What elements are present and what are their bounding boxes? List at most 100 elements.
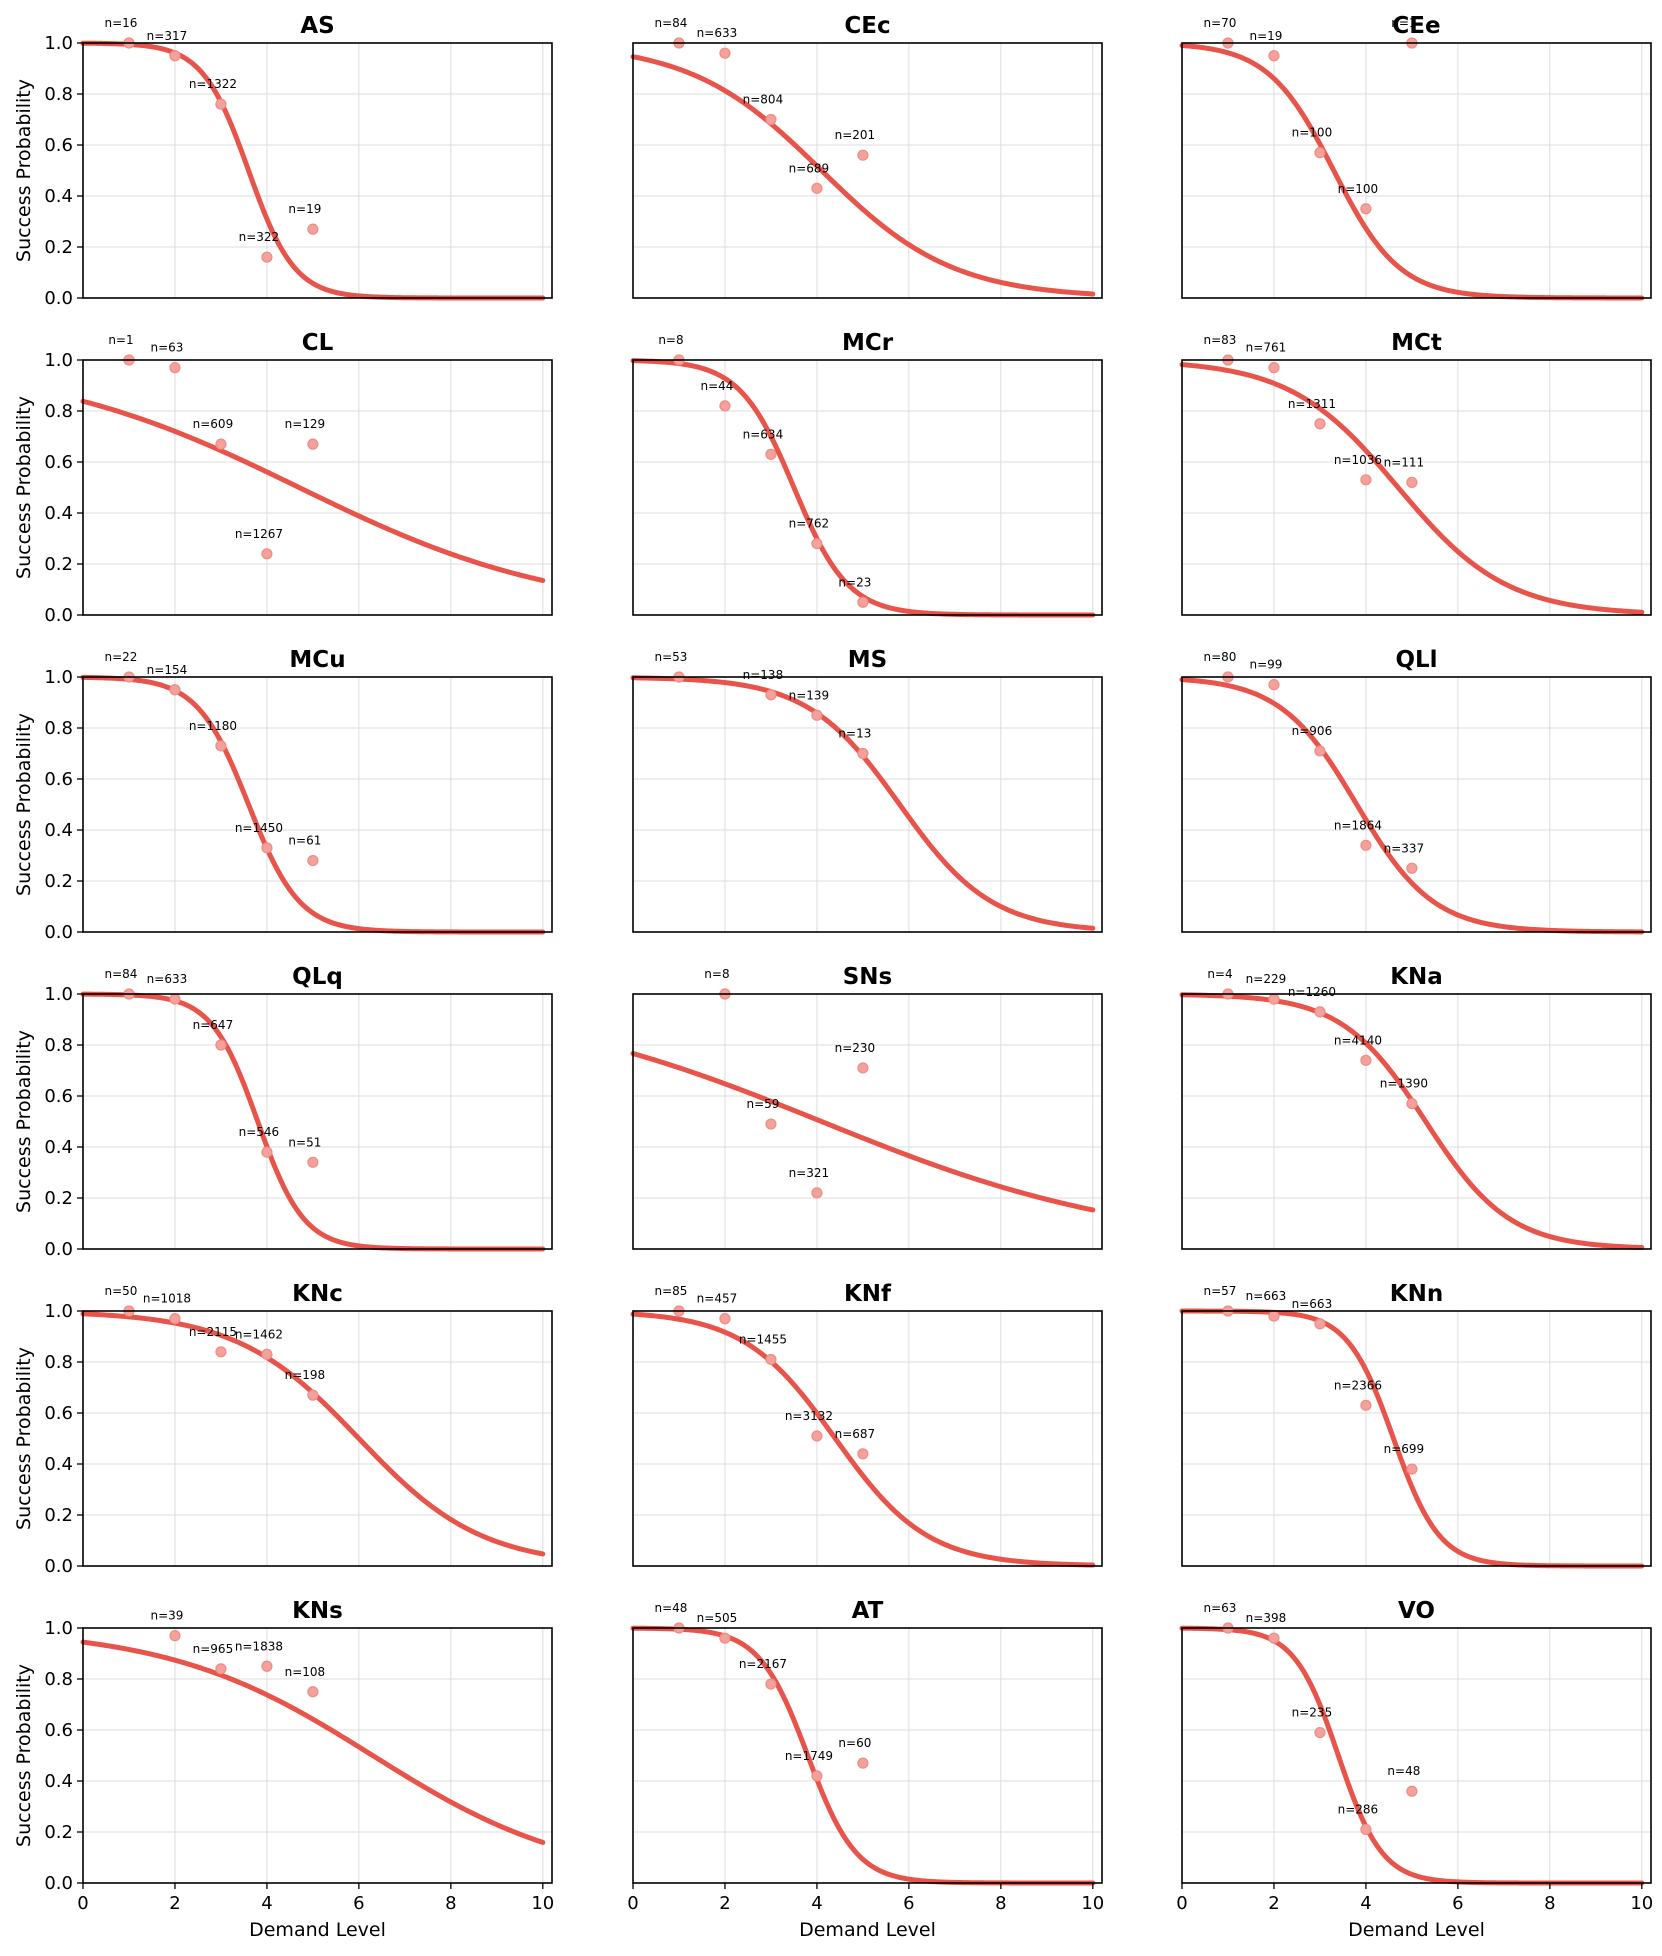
axes-frame	[1181, 676, 1652, 933]
data-point	[307, 1686, 319, 1698]
n-count-label: n=1260	[1288, 985, 1336, 999]
y-axis-label: Success Probability	[13, 396, 35, 579]
n-count-label: n=647	[193, 1018, 234, 1032]
x-tick-label: 2	[1268, 1893, 1279, 1914]
fit-curve	[80, 674, 546, 935]
panel-title: VO	[1398, 1598, 1435, 1624]
data-point	[215, 1039, 227, 1051]
data-point	[1314, 1726, 1326, 1739]
data-point	[169, 684, 181, 696]
n-count-label: n=687	[835, 1427, 876, 1441]
fit-curve	[1179, 362, 1645, 615]
n-count-label: n=108	[285, 1665, 326, 1679]
data-point	[811, 537, 823, 550]
panel-title: QLl	[1395, 647, 1437, 673]
n-count-label: n=59	[746, 1097, 779, 1111]
axes-frame	[632, 42, 1103, 299]
data-point	[169, 1313, 181, 1325]
n-count-label: n=4	[1207, 967, 1232, 981]
data-point	[1406, 1785, 1418, 1797]
y-tick-label: 0.2	[44, 554, 73, 575]
n-count-label: n=1267	[235, 527, 283, 541]
panel-cl: n=1 n=63 n=609 n=1267 n=129 CL 0.0 0.2 0.4 0.6 0.8…	[13, 330, 553, 626]
axes-frame	[82, 993, 553, 1250]
n-count-label: n=762	[789, 517, 830, 531]
fit-curve	[630, 1625, 1096, 1886]
y-tick-label: 0.2	[44, 237, 73, 258]
y-tick-label: 0.8	[44, 1035, 73, 1056]
data-point	[1360, 203, 1372, 215]
n-count-label: n=51	[288, 1135, 321, 1149]
data-point	[215, 438, 227, 450]
n-count-label: n=2366	[1334, 1378, 1382, 1392]
data-point	[1360, 1054, 1372, 1066]
y-tick-label: 1.0	[44, 667, 73, 688]
x-axis-label: Demand Level	[1348, 1919, 1485, 1941]
data-point	[857, 149, 869, 161]
n-count-label: n=19	[1249, 29, 1282, 43]
x-axis-label: Demand Level	[799, 1919, 936, 1941]
n-count-label: n=138	[743, 668, 784, 682]
data-point	[307, 1389, 319, 1401]
data-point	[1314, 1318, 1326, 1330]
data-point	[1268, 993, 1280, 1005]
y-tick-label: 0.4	[44, 1137, 73, 1158]
data-point	[215, 98, 227, 110]
data-point	[811, 1187, 823, 1199]
data-point	[765, 448, 777, 460]
data-point	[857, 1757, 869, 1769]
panel-title: CEc	[844, 13, 890, 39]
y-tick-label: 0.4	[44, 503, 73, 524]
data-point	[307, 438, 319, 450]
n-count-label: n=633	[697, 26, 738, 40]
n-count-label: n=4140	[1334, 1033, 1382, 1047]
panel-title: AS	[300, 13, 334, 39]
n-count-label: n=1864	[1334, 818, 1382, 832]
n-count-label: n=1311	[1288, 397, 1336, 411]
n-count-label: n=85	[655, 1284, 688, 1298]
data-point	[307, 1156, 319, 1168]
x-tick-label: 8	[1544, 1893, 1555, 1914]
n-count-label: n=663	[1246, 1289, 1287, 1303]
fit-curve	[1179, 1625, 1645, 1886]
y-tick-label: 1.0	[44, 1618, 73, 1639]
n-count-label: n=317	[147, 29, 188, 43]
n-count-label: n=804	[743, 93, 784, 107]
panel-as: n=16 n=317 n=1322 n=322 n=19 AS 0.0 0.2 0.4 0.6 0.…	[13, 13, 553, 309]
n-count-label: n=1838	[235, 1639, 283, 1653]
n-count-label: n=1462	[235, 1327, 283, 1341]
panel-title: AT	[852, 1598, 884, 1624]
n-count-label: n=505	[697, 1611, 738, 1625]
y-tick-label: 0.8	[44, 718, 73, 739]
fit-curve	[630, 1311, 1096, 1568]
data-point	[1360, 839, 1372, 851]
data-point	[857, 596, 869, 608]
y-tick-label: 0.8	[44, 401, 73, 422]
data-point	[1406, 862, 1418, 874]
x-tick-label: 0	[627, 1893, 638, 1914]
x-tick-label: 10	[1081, 1893, 1104, 1914]
data-point	[261, 1660, 273, 1672]
n-count-label: n=235	[1292, 1706, 1333, 1720]
y-tick-label: 0.4	[44, 1771, 73, 1792]
y-tick-label: 0.6	[44, 135, 73, 156]
y-axis-label: Success Probability	[13, 713, 35, 896]
panel-title: KNc	[292, 1281, 343, 1307]
panel-title: KNs	[292, 1598, 343, 1624]
axes-frame	[1181, 993, 1652, 1250]
n-count-label: n=48	[655, 1601, 688, 1615]
axes-frame	[82, 676, 553, 933]
y-tick-label: 1.0	[44, 33, 73, 54]
data-point	[811, 182, 823, 194]
n-count-label: n=1749	[785, 1749, 833, 1763]
data-point	[1268, 362, 1280, 374]
x-tick-label: 6	[903, 1893, 914, 1914]
n-count-label: n=63	[150, 341, 183, 355]
n-count-label: n=16	[105, 16, 138, 30]
data-point	[811, 1770, 823, 1782]
n-count-label: n=154	[147, 663, 188, 677]
data-point	[1268, 1632, 1280, 1644]
